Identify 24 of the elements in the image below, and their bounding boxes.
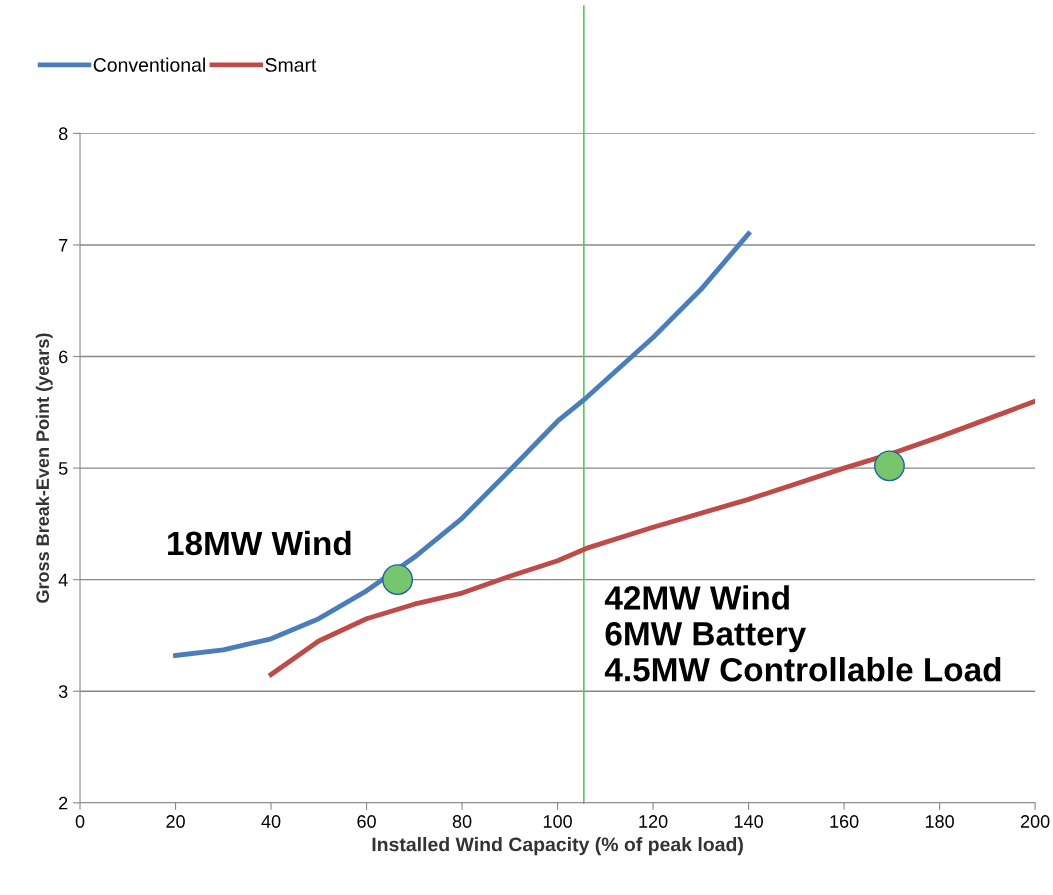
x-axis-title: Installed Wind Capacity (% of peak load)	[372, 837, 743, 856]
y-tick-label: 4	[58, 573, 68, 587]
annotation: 42MW Wind 6MW Battery 4.5MW Controllable Load	[604, 585, 1001, 682]
y-tick-label: 3	[58, 685, 68, 698]
legend-label: Smart	[265, 58, 317, 72]
x-tick-label: 140	[734, 815, 763, 828]
x-tick-label: 60	[357, 815, 376, 828]
legend-label: Conventional	[93, 57, 205, 72]
x-tick-label: 40	[261, 815, 281, 828]
y-tick-label: 6	[59, 350, 68, 364]
y-tick-label: 7	[59, 239, 68, 252]
y-axis-title: Gross Break-Even Point (years)	[35, 333, 53, 603]
annotation: 18MW Wind	[168, 530, 351, 556]
x-tick-label: 180	[925, 815, 954, 828]
y-tick-label: 8	[58, 127, 68, 141]
x-tick-label: 0	[75, 815, 85, 828]
y-tick-label: 2	[59, 796, 68, 810]
y-tick-label: 5	[58, 462, 68, 475]
x-tick-label: 200	[1020, 815, 1050, 828]
x-tick-label: 100	[543, 815, 572, 828]
x-tick-label: 120	[639, 815, 668, 828]
x-tick-label: 80	[452, 815, 472, 828]
x-tick-label: 160	[830, 815, 859, 828]
x-tick-label: 20	[166, 815, 185, 828]
